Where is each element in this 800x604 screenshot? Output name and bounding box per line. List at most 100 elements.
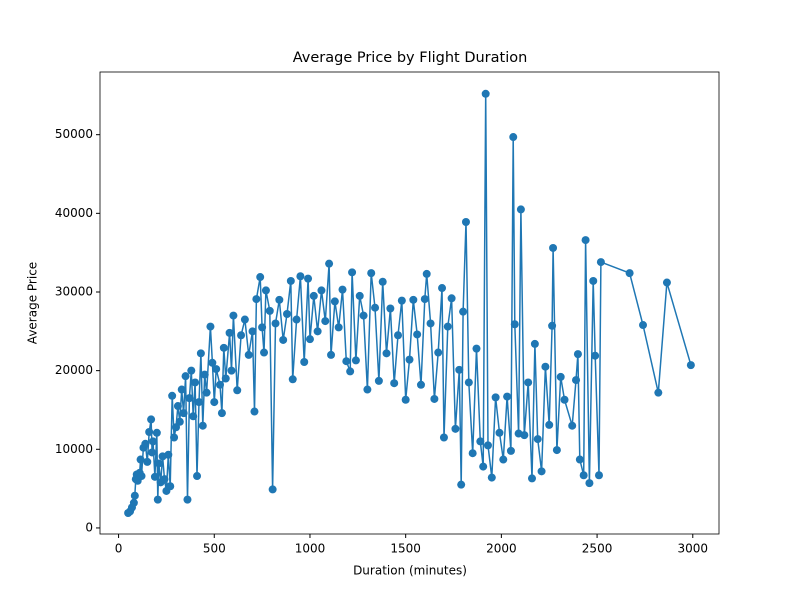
point xyxy=(426,319,435,328)
x-tick-label: 3000 xyxy=(678,542,709,556)
x-tick-label: 1500 xyxy=(390,542,421,556)
point xyxy=(585,479,594,488)
point xyxy=(321,317,330,326)
point xyxy=(248,327,257,336)
point xyxy=(434,348,443,357)
point xyxy=(233,386,242,395)
point xyxy=(527,474,536,483)
point xyxy=(401,395,410,404)
point xyxy=(506,446,515,455)
point xyxy=(206,322,215,331)
point xyxy=(334,323,343,332)
point xyxy=(260,348,269,357)
point xyxy=(225,328,234,337)
point xyxy=(556,372,565,381)
y-tick-label: 50000 xyxy=(55,127,93,141)
point xyxy=(147,415,156,424)
point xyxy=(572,376,581,385)
point xyxy=(137,472,146,481)
point xyxy=(136,455,145,464)
point xyxy=(355,291,364,300)
point xyxy=(568,421,577,430)
chart-title: Average Price by Flight Duration xyxy=(293,50,528,66)
series-line xyxy=(127,93,692,514)
point xyxy=(194,398,203,407)
point xyxy=(594,471,603,480)
point xyxy=(346,367,355,376)
point xyxy=(416,380,425,389)
point xyxy=(662,278,671,287)
point xyxy=(367,269,376,278)
point xyxy=(130,491,139,500)
point xyxy=(175,417,184,426)
point xyxy=(455,365,464,374)
point xyxy=(573,350,582,359)
point xyxy=(216,380,225,389)
point xyxy=(198,421,207,430)
point xyxy=(487,473,496,482)
point xyxy=(286,276,295,285)
point xyxy=(148,448,157,457)
point xyxy=(533,435,542,444)
point xyxy=(430,394,439,403)
point xyxy=(170,433,179,442)
point xyxy=(409,295,418,304)
point xyxy=(483,441,492,450)
point xyxy=(495,428,504,437)
point xyxy=(217,409,226,418)
point xyxy=(265,306,274,315)
point xyxy=(468,449,477,458)
point xyxy=(313,327,322,336)
point xyxy=(164,450,173,459)
point xyxy=(179,409,188,418)
point xyxy=(686,361,695,370)
point xyxy=(261,286,270,295)
point xyxy=(187,366,196,375)
point xyxy=(143,457,152,466)
point xyxy=(219,343,228,352)
point xyxy=(541,362,550,371)
point xyxy=(221,374,230,383)
point xyxy=(149,437,158,446)
point xyxy=(413,330,422,339)
point xyxy=(160,475,169,484)
point xyxy=(237,331,246,340)
point xyxy=(330,297,339,306)
point xyxy=(210,398,219,407)
point xyxy=(252,295,261,304)
point xyxy=(288,375,297,384)
point xyxy=(292,315,301,324)
point xyxy=(271,319,280,328)
point xyxy=(443,322,452,331)
point xyxy=(397,296,406,305)
point xyxy=(589,276,598,285)
point xyxy=(545,420,554,429)
point xyxy=(552,446,561,455)
point xyxy=(451,424,460,433)
point xyxy=(168,391,177,400)
point xyxy=(279,335,288,344)
point xyxy=(212,365,221,374)
point xyxy=(503,392,512,401)
point xyxy=(256,273,265,282)
point xyxy=(579,471,588,480)
point xyxy=(461,217,470,226)
point xyxy=(363,385,372,394)
point xyxy=(476,437,485,446)
y-tick-label: 40000 xyxy=(55,206,93,220)
point xyxy=(141,439,150,448)
point xyxy=(509,133,518,142)
y-tick-label: 0 xyxy=(85,520,93,534)
point xyxy=(283,310,292,319)
x-axis-label: Duration (minutes) xyxy=(353,564,467,578)
point xyxy=(479,462,488,471)
point xyxy=(596,258,605,267)
point xyxy=(374,376,383,385)
point xyxy=(394,331,403,340)
point xyxy=(575,455,584,464)
point xyxy=(378,277,387,286)
point xyxy=(191,378,200,387)
point xyxy=(359,311,368,320)
